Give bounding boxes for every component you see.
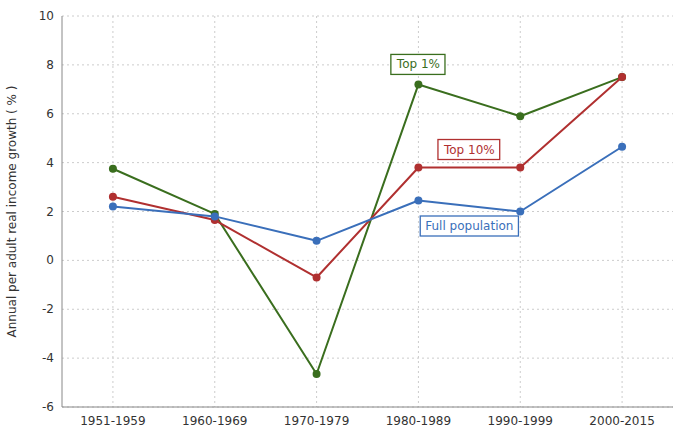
- y-axis-line: [62, 16, 63, 407]
- x-tick-label: 1990-1999: [488, 414, 553, 428]
- y-tick-label: 2: [46, 205, 54, 219]
- y-grid-line: [62, 260, 673, 261]
- series-point: [516, 208, 524, 216]
- series-point: [414, 80, 422, 88]
- series-line: [113, 77, 622, 277]
- series-line: [113, 77, 622, 374]
- series-point: [618, 143, 626, 151]
- label-text: Full population: [425, 219, 513, 233]
- y-tick-label: 10: [39, 9, 54, 23]
- series-label: Top 1%: [391, 54, 445, 74]
- y-grid-line: [62, 358, 673, 359]
- series-point: [516, 112, 524, 120]
- y-grid-line: [62, 16, 673, 17]
- series-label: Top 10%: [438, 140, 500, 160]
- y-tick-label: 8: [46, 58, 54, 72]
- series-point: [618, 73, 626, 81]
- series-point: [313, 273, 321, 281]
- plot-area: [109, 73, 626, 378]
- series-point: [414, 164, 422, 172]
- label-box: [438, 140, 500, 160]
- y-grid-line: [62, 64, 673, 65]
- label-box: [420, 216, 518, 236]
- x-tick-label: 1980-1989: [386, 414, 451, 428]
- grid: [62, 16, 673, 407]
- series-point: [109, 193, 117, 201]
- x-tick-label: 1970-1979: [284, 414, 349, 428]
- y-grid-line: [62, 407, 673, 408]
- y-tick-label: 0: [46, 253, 54, 267]
- series-labels: Top 1% Top 10% Full population: [391, 54, 519, 236]
- background: [0, 0, 689, 441]
- chart-svg: -6 -4 -2 0 2 4 6 8 10 1951-1959 1960-1969 1970-1979…: [0, 0, 689, 441]
- label-text: Top 1%: [396, 57, 440, 71]
- series-point: [109, 203, 117, 211]
- chart-container: -6 -4 -2 0 2 4 6 8 10 1951-1959 1960-1969 1970-1979…: [0, 0, 689, 441]
- y-tick-label: -2: [42, 302, 54, 316]
- x-tick-label: 2000-2015: [589, 414, 654, 428]
- label-box: [391, 54, 445, 74]
- series-point: [313, 237, 321, 245]
- series-point: [414, 197, 422, 205]
- y-grid-line: [62, 162, 673, 163]
- y-tick-label: 6: [46, 107, 54, 121]
- series-point: [211, 212, 219, 220]
- y-axis-label: Annual per adult real income growth ( % …: [5, 86, 19, 338]
- y-grid-line: [62, 309, 673, 310]
- x-tick-label: 1960-1969: [182, 414, 247, 428]
- series-point: [109, 165, 117, 173]
- y-tick-label: -4: [42, 351, 54, 365]
- x-tick-label: 1951-1959: [80, 414, 145, 428]
- axes: -6 -4 -2 0 2 4 6 8 10 1951-1959 1960-1969 1970-1979…: [39, 9, 673, 428]
- x-grid-line: [316, 16, 317, 407]
- series-line: [113, 147, 622, 241]
- series-point: [618, 73, 626, 81]
- y-tick-label: -6: [42, 400, 54, 414]
- x-axis-line: [62, 407, 673, 408]
- series-point: [516, 164, 524, 172]
- series-label: Full population: [420, 216, 518, 236]
- y-tick-label: 4: [46, 156, 54, 170]
- label-text: Top 10%: [443, 143, 495, 157]
- x-grid-line: [112, 16, 113, 407]
- series-point: [313, 370, 321, 378]
